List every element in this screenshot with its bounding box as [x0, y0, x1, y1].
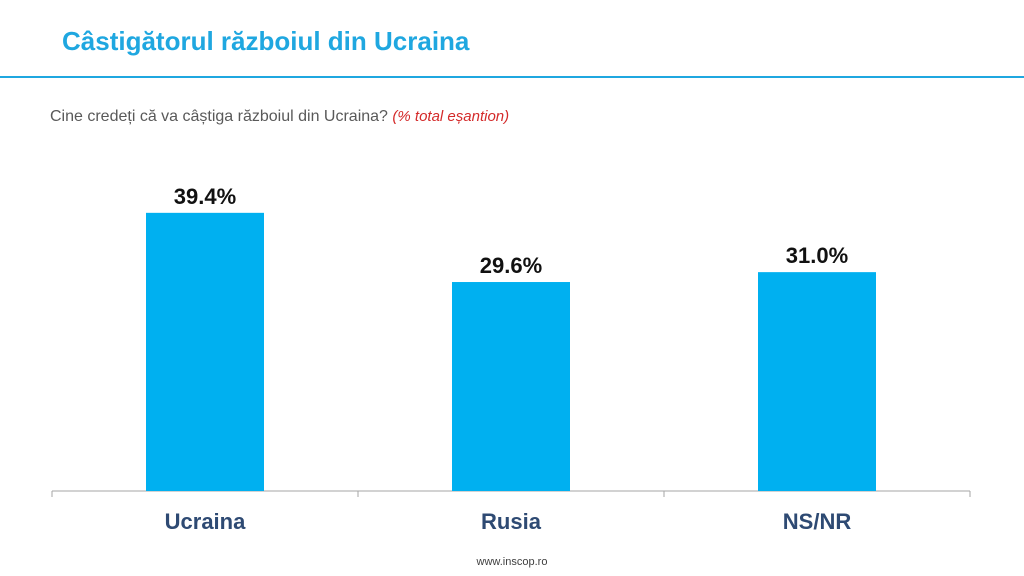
value-label: 31.0% — [786, 243, 848, 268]
category-label: Rusia — [481, 509, 542, 534]
value-label: 39.4% — [174, 184, 236, 209]
value-label: 29.6% — [480, 253, 542, 278]
bar — [758, 272, 876, 491]
survey-question: Cine credeți că va câștiga războiul din … — [50, 108, 509, 126]
sample-note: (% total eșantion) — [392, 108, 510, 125]
footer-url: www.inscop.ro — [476, 556, 548, 568]
category-label: NS/NR — [783, 509, 852, 534]
question-text: Cine credeți că va câștiga războiul din … — [50, 108, 388, 125]
axis-layer — [51, 490, 971, 497]
label-layer: 39.4% Ucraina 29.6% Rusia 31.0% NS/NR — [165, 184, 852, 534]
title-rule — [0, 76, 1024, 78]
bar — [452, 282, 570, 491]
slide-title: Câstigătorul războiul din Ucraina — [62, 26, 470, 56]
category-label: Ucraina — [165, 509, 246, 534]
bar-layer — [146, 212, 876, 491]
bar — [146, 212, 264, 491]
